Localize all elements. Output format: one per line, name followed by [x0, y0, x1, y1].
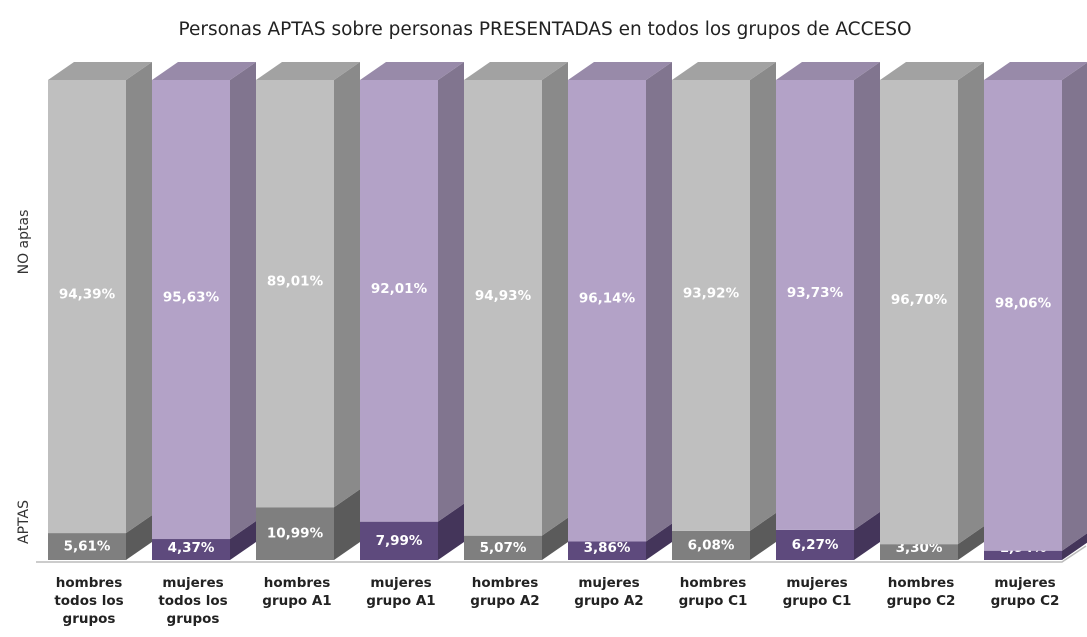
bar-segment: [776, 529, 854, 560]
bar-top: [568, 62, 672, 80]
bar-segment: [672, 530, 750, 560]
data-label: 6,08%: [688, 537, 735, 553]
data-label: 10,99%: [267, 526, 324, 542]
bar-top: [464, 62, 568, 80]
bar-side: [230, 62, 256, 540]
data-label: 96,70%: [891, 292, 948, 308]
bar-side: [126, 62, 152, 534]
bar-top: [256, 62, 360, 80]
bar-segment: [360, 521, 438, 560]
series-axis-label: NO aptas: [16, 210, 32, 275]
bar-segment: [48, 80, 126, 534]
bar-side: [854, 511, 880, 560]
data-label: 94,93%: [475, 288, 532, 304]
bar-segment: [152, 80, 230, 540]
bar-side: [438, 503, 464, 560]
bar-top: [984, 62, 1087, 80]
bar-segment: [256, 80, 334, 508]
x-tick-label: hombres grupo A2: [470, 575, 540, 609]
x-tick-label: mujeres grupo A1: [366, 575, 436, 609]
x-tick-label: mujeres grupo C1: [782, 575, 852, 609]
x-tick-label: hombres grupo A1: [262, 575, 332, 609]
data-label: 95,63%: [163, 290, 220, 306]
bar-segment: [776, 80, 854, 530]
bar-segment: [360, 80, 438, 522]
x-tick-label: mujeres grupo C2: [990, 575, 1060, 609]
bar-top: [152, 62, 256, 80]
bar-segment: [568, 80, 646, 542]
data-label: 92,01%: [371, 281, 428, 297]
bar-top: [360, 62, 464, 80]
bar-side: [126, 515, 152, 560]
data-label: 89,01%: [267, 274, 324, 290]
bar-side: [334, 62, 360, 508]
data-label: 94,39%: [59, 287, 116, 303]
data-label: 7,99%: [376, 533, 423, 549]
x-tick-label: mujeres todos los grupos: [158, 575, 228, 627]
x-tick-label: hombres grupo C1: [678, 575, 748, 609]
bar-side: [958, 62, 984, 545]
data-label: 98,06%: [995, 295, 1052, 311]
bar-side: [438, 62, 464, 522]
bar-segment: [984, 550, 1062, 560]
bar-segment: [464, 80, 542, 536]
bar-side: [1062, 62, 1087, 551]
bar-side: [854, 62, 880, 530]
bar-segment: [880, 544, 958, 560]
bar-side: [958, 526, 984, 560]
bar-segment: [48, 533, 126, 560]
data-label: 4,37%: [168, 540, 215, 556]
bar-side: [750, 512, 776, 560]
bar-top: [672, 62, 776, 80]
bar-side: [1062, 533, 1087, 560]
bar-segment: [984, 80, 1062, 551]
data-label: 6,27%: [792, 537, 839, 553]
bar-side: [542, 62, 568, 536]
bar-segment: [256, 507, 334, 560]
x-tick-label: hombres todos los grupos: [54, 575, 124, 627]
series-axis-label: APTAS: [16, 500, 32, 544]
x-tick-label: hombres grupo C2: [886, 575, 956, 609]
chart-title: Personas APTAS sobre personas PRESENTADA…: [178, 19, 911, 40]
bar-side: [334, 489, 360, 560]
bar-side: [646, 523, 672, 560]
bar-side: [750, 62, 776, 531]
bar-top: [48, 62, 152, 80]
bar-segment: [672, 80, 750, 531]
data-label: 93,92%: [683, 285, 740, 301]
bar-top: [880, 62, 984, 80]
bar-segment: [880, 80, 958, 545]
floor-line: [36, 545, 1087, 563]
x-tick-label: mujeres grupo A2: [574, 575, 644, 609]
data-label: 3,86%: [584, 540, 631, 556]
bar-segment: [568, 541, 646, 560]
data-label: 96,14%: [579, 291, 636, 307]
data-label: 5,07%: [480, 540, 527, 556]
bar-segment: [152, 539, 230, 560]
bar-side: [230, 521, 256, 560]
bar-side: [542, 517, 568, 560]
bar-top: [776, 62, 880, 80]
bar-segment: [464, 535, 542, 560]
data-label: 5,61%: [64, 539, 111, 555]
bar-side: [646, 62, 672, 542]
data-label: 93,73%: [787, 285, 844, 301]
